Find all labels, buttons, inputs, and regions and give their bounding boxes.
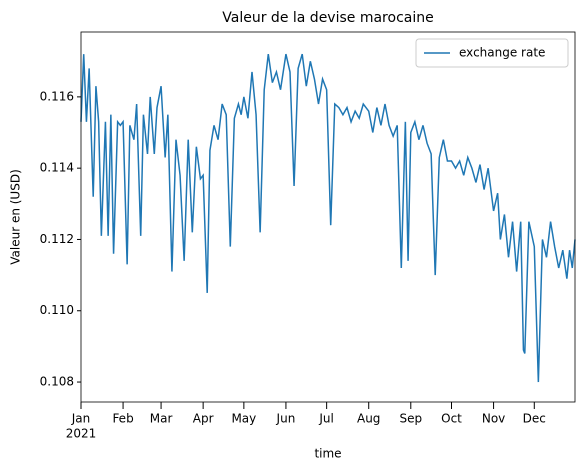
x-axis-label: time <box>314 447 341 461</box>
x-tick-label: May <box>231 412 256 426</box>
x-tick-label: Nov <box>482 412 505 426</box>
chart-title: Valeur de la devise marocaine <box>222 10 433 26</box>
y-axis-label: Valeur en (USD) <box>9 169 23 265</box>
x-tick-label: Aug <box>357 412 380 426</box>
legend-box <box>415 38 569 68</box>
plot-frame <box>80 31 576 403</box>
y-tick-label: 0.116 <box>40 89 74 103</box>
x-tick-label: Jun <box>276 412 296 426</box>
x-tick-label: Mar <box>150 412 173 426</box>
x-tick-label: Jul <box>318 412 333 426</box>
legend-label: exchange rate <box>459 46 545 60</box>
y-tick-label: 0.110 <box>40 303 74 317</box>
x-tick-label: Dec <box>523 412 546 426</box>
y-tick-label: 0.114 <box>40 161 74 175</box>
x-tick-label: Apr <box>193 412 214 426</box>
y-tick-label: 0.112 <box>40 232 74 246</box>
x-tick-label: Sep <box>399 412 422 426</box>
x-tick-label: Feb <box>112 412 133 426</box>
y-tick-label: 0.108 <box>40 375 74 389</box>
x-year-label: 2021 <box>66 427 97 441</box>
data-line <box>80 53 576 383</box>
x-tick-label: Jan <box>71 412 91 426</box>
x-tick-label: Oct <box>441 412 462 426</box>
